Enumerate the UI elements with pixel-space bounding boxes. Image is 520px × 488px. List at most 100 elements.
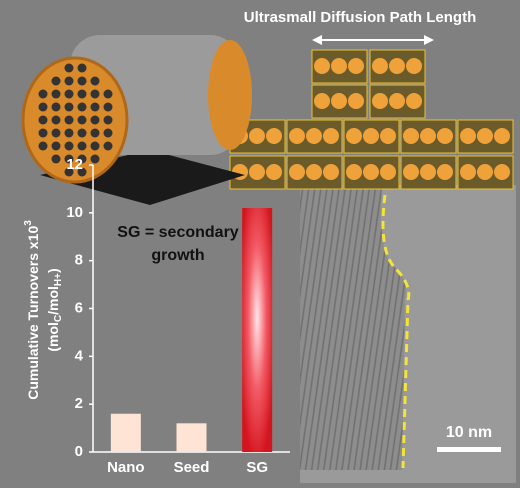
zeolite-illustration bbox=[21, 35, 252, 205]
crystal-atom bbox=[372, 58, 388, 74]
pore bbox=[51, 141, 61, 151]
pore bbox=[90, 154, 100, 164]
pore bbox=[64, 128, 74, 138]
crystal-atom bbox=[389, 58, 405, 74]
pore bbox=[51, 154, 61, 164]
boundary-line bbox=[381, 194, 411, 469]
y-tick-label: 12 bbox=[66, 156, 83, 173]
pore bbox=[64, 102, 74, 112]
pore bbox=[64, 154, 74, 164]
pore bbox=[77, 89, 87, 99]
pore bbox=[64, 167, 74, 177]
pore bbox=[64, 115, 74, 125]
crystal-atom bbox=[363, 128, 379, 144]
pore bbox=[90, 141, 100, 151]
pore bbox=[51, 128, 61, 138]
pore bbox=[90, 89, 100, 99]
annotation: SG = secondary bbox=[117, 224, 238, 241]
pore bbox=[77, 128, 87, 138]
pore bbox=[90, 115, 100, 125]
bar bbox=[176, 423, 207, 452]
pore bbox=[51, 102, 61, 112]
crystal-atom bbox=[323, 128, 339, 144]
pore bbox=[77, 141, 87, 151]
crystal-atom bbox=[331, 58, 347, 74]
pore bbox=[77, 63, 87, 73]
pore bbox=[64, 76, 74, 86]
crystal-atom bbox=[346, 164, 362, 180]
crystal-atom bbox=[380, 164, 396, 180]
y-tick-label: 6 bbox=[75, 299, 83, 316]
x-tick-label: Seed bbox=[174, 459, 210, 476]
crystal-atom bbox=[460, 164, 476, 180]
y-axis-label: Cumulative Turnovers x103 bbox=[23, 220, 41, 400]
crystal-atom bbox=[380, 128, 396, 144]
crystal-atom bbox=[403, 128, 419, 144]
crystal-atom bbox=[331, 93, 347, 109]
y-tick-label: 2 bbox=[75, 395, 83, 412]
bar bbox=[110, 413, 141, 452]
crystal-atom bbox=[372, 93, 388, 109]
crystal-atom bbox=[289, 128, 305, 144]
pore bbox=[103, 128, 113, 138]
crystal-atom bbox=[406, 58, 422, 74]
pore bbox=[77, 76, 87, 86]
pore bbox=[77, 154, 87, 164]
crystal-atom bbox=[306, 128, 322, 144]
crystal-atom bbox=[477, 128, 493, 144]
crystal-atom bbox=[314, 93, 330, 109]
bar bbox=[242, 208, 273, 452]
crystal-atom bbox=[289, 164, 305, 180]
pore bbox=[90, 76, 100, 86]
pore bbox=[90, 128, 100, 138]
crystal-atom bbox=[306, 164, 322, 180]
y-tick-label: 0 bbox=[75, 443, 83, 460]
y-tick-label: 8 bbox=[75, 252, 83, 269]
crystal-atom bbox=[460, 128, 476, 144]
crystal-atom bbox=[249, 128, 265, 144]
pore bbox=[77, 102, 87, 112]
crystal-atom bbox=[348, 58, 364, 74]
pore bbox=[38, 102, 48, 112]
pore bbox=[64, 141, 74, 151]
scale-bar bbox=[437, 447, 501, 452]
crystal-atom bbox=[420, 128, 436, 144]
crystal-atom bbox=[314, 58, 330, 74]
pore bbox=[64, 63, 74, 73]
x-tick-label: SG bbox=[246, 459, 268, 476]
crystal-atom bbox=[266, 128, 282, 144]
title: Ultrasmall Diffusion Path Length bbox=[244, 9, 477, 26]
pore bbox=[103, 141, 113, 151]
annotation: growth bbox=[151, 247, 204, 264]
pore bbox=[103, 89, 113, 99]
scale-bar-label: 10 nm bbox=[446, 424, 492, 441]
pore bbox=[77, 115, 87, 125]
crystal-atom bbox=[323, 164, 339, 180]
crystal-atom bbox=[389, 93, 405, 109]
crystal-atom bbox=[403, 164, 419, 180]
crystal-atom bbox=[249, 164, 265, 180]
y-axis-label: (molC/molH+) bbox=[45, 268, 64, 351]
crystal-atom bbox=[420, 164, 436, 180]
pore bbox=[51, 76, 61, 86]
x-tick-label: Nano bbox=[107, 459, 145, 476]
crystal-structure bbox=[229, 49, 514, 190]
pore bbox=[64, 89, 74, 99]
tem-crystal bbox=[300, 185, 407, 470]
crystal-atom bbox=[494, 164, 510, 180]
pore bbox=[51, 89, 61, 99]
pore bbox=[38, 141, 48, 151]
pore bbox=[90, 102, 100, 112]
y-tick-label: 4 bbox=[75, 347, 84, 364]
crystal-atom bbox=[477, 164, 493, 180]
pore bbox=[77, 167, 87, 177]
crystal-atom bbox=[437, 164, 453, 180]
y-tick-label: 10 bbox=[66, 204, 83, 221]
crystal-atom bbox=[406, 93, 422, 109]
crystal-atom bbox=[346, 128, 362, 144]
pore bbox=[103, 115, 113, 125]
chart: Cumulative Turnovers x103 (molC/molH+) S… bbox=[23, 156, 290, 476]
crystal-atom bbox=[266, 164, 282, 180]
pore bbox=[38, 128, 48, 138]
